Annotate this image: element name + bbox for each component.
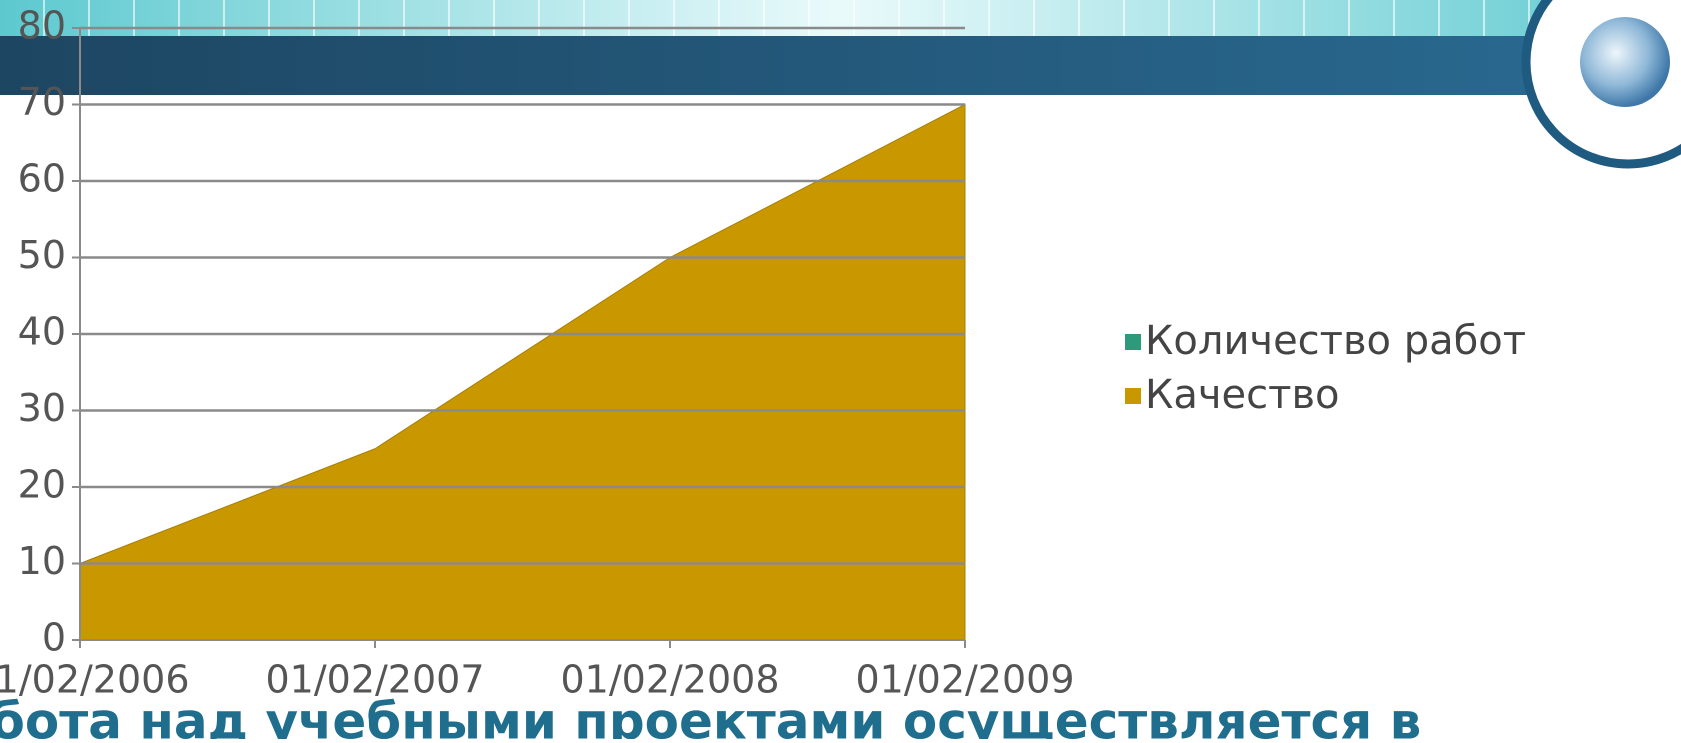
legend-swatch: [1125, 334, 1141, 350]
y-tick-label: 30: [18, 386, 66, 430]
y-tick-label: 40: [18, 310, 66, 354]
legend-label: Количество работ: [1145, 318, 1526, 364]
logo-globe: [1580, 17, 1670, 107]
page: 0102030405060708001/02/200601/02/200701/…: [0, 0, 1681, 739]
y-tick-label: 70: [18, 80, 66, 124]
header-pattern: [0, 0, 1681, 36]
y-tick-label: 80: [18, 4, 66, 48]
y-tick-label: 60: [18, 157, 66, 201]
legend-label: Качество: [1145, 372, 1340, 418]
y-tick-label: 20: [18, 463, 66, 507]
legend-swatch: [1125, 388, 1141, 404]
y-tick-label: 50: [18, 233, 66, 277]
chart: 0102030405060708001/02/200601/02/200701/…: [0, 4, 1526, 702]
y-tick-label: 0: [42, 616, 66, 660]
y-tick-label: 10: [18, 539, 66, 583]
area: [80, 105, 965, 641]
slide: 0102030405060708001/02/200601/02/200701/…: [0, 0, 1681, 739]
slide-text: бота над учебными проектами осуществляет…: [0, 693, 1421, 740]
header-band: [0, 36, 1681, 95]
